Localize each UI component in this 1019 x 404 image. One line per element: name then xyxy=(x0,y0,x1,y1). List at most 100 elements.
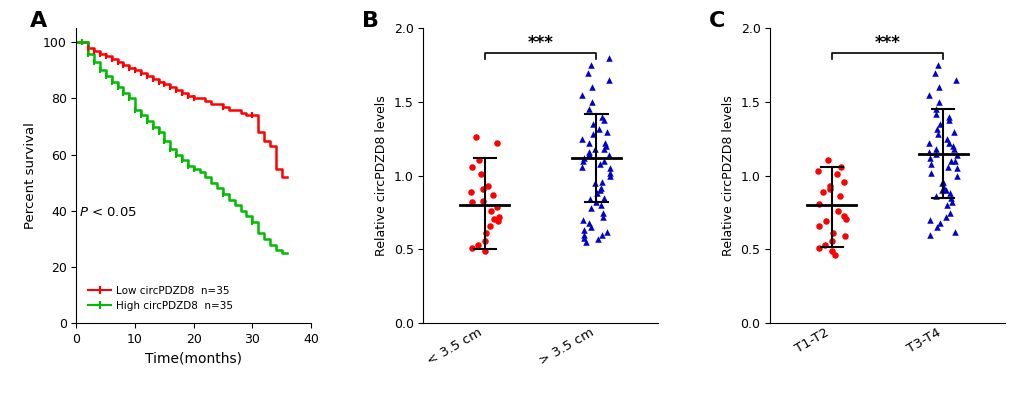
Point xyxy=(575,231,591,238)
Point xyxy=(581,106,597,113)
Point xyxy=(810,245,826,251)
Point xyxy=(821,186,838,192)
Point xyxy=(601,170,618,176)
Point xyxy=(944,199,960,206)
Point xyxy=(821,183,838,189)
Point xyxy=(823,230,840,236)
Point xyxy=(488,140,504,147)
Point xyxy=(470,156,486,163)
Point xyxy=(581,220,597,226)
Point xyxy=(937,187,954,194)
Point xyxy=(933,187,950,194)
Point xyxy=(921,161,937,167)
Point xyxy=(948,173,964,179)
Point xyxy=(468,134,484,141)
Point xyxy=(921,217,937,223)
Point xyxy=(592,184,608,191)
Point xyxy=(945,128,961,135)
Point xyxy=(926,69,943,76)
Point xyxy=(927,193,944,200)
Point xyxy=(938,136,955,142)
Point xyxy=(947,158,963,164)
Point xyxy=(580,150,596,157)
Point xyxy=(941,209,957,216)
Point xyxy=(926,150,943,157)
Point xyxy=(921,231,937,238)
Point xyxy=(944,143,960,149)
Point xyxy=(577,239,593,245)
Point xyxy=(836,179,852,185)
Point xyxy=(827,171,844,177)
Point xyxy=(930,84,947,90)
Point xyxy=(587,199,603,206)
Point xyxy=(596,158,612,164)
X-axis label: Time(months): Time(months) xyxy=(145,351,242,366)
Point xyxy=(941,140,957,147)
Point xyxy=(470,242,486,248)
Point xyxy=(938,202,955,208)
Point xyxy=(588,190,604,197)
Point xyxy=(810,200,826,207)
Y-axis label: Relative circPDZD8 levels: Relative circPDZD8 levels xyxy=(721,95,735,256)
Point xyxy=(490,214,506,220)
Point xyxy=(938,164,955,170)
Point xyxy=(814,189,830,195)
Point xyxy=(836,233,852,240)
Point xyxy=(947,229,963,235)
Legend: Low circPDZD8  n=35, High circPDZD8  n=35: Low circPDZD8 n=35, High circPDZD8 n=35 xyxy=(84,282,237,315)
Point xyxy=(591,161,607,167)
Text: ***: *** xyxy=(527,34,553,52)
Point xyxy=(819,156,836,163)
Point xyxy=(937,214,954,220)
Point xyxy=(822,248,839,254)
Point xyxy=(598,229,614,235)
Text: $\it{P}$ < 0.05: $\it{P}$ < 0.05 xyxy=(79,206,138,219)
Point xyxy=(594,209,610,216)
Point xyxy=(948,165,964,172)
Point xyxy=(930,121,947,127)
Point xyxy=(573,164,589,170)
Point xyxy=(594,214,610,220)
Point xyxy=(586,180,602,186)
Point xyxy=(593,114,609,120)
Point xyxy=(832,164,848,170)
Point xyxy=(943,195,959,201)
Point xyxy=(489,204,505,210)
Point xyxy=(945,146,961,152)
Point xyxy=(837,215,853,222)
Point xyxy=(930,220,947,226)
Point xyxy=(574,158,590,164)
Point xyxy=(929,131,946,138)
Point xyxy=(483,208,499,215)
Point xyxy=(920,155,936,161)
Point xyxy=(600,77,616,83)
Point xyxy=(591,125,607,132)
Point xyxy=(583,62,599,68)
Point xyxy=(927,146,944,152)
Point xyxy=(580,149,596,156)
Point xyxy=(933,179,950,185)
Point xyxy=(574,136,590,142)
Point xyxy=(581,196,597,202)
Point xyxy=(463,189,479,195)
Point xyxy=(595,116,611,123)
Point xyxy=(928,224,945,231)
Point xyxy=(575,227,591,234)
Point xyxy=(489,218,505,225)
Point xyxy=(574,91,590,98)
Point xyxy=(597,143,613,149)
Point xyxy=(583,205,599,211)
Point xyxy=(473,171,489,177)
Point xyxy=(929,99,946,105)
Point xyxy=(932,180,949,186)
Point xyxy=(476,238,492,244)
Point xyxy=(592,202,608,208)
Point xyxy=(484,191,500,198)
Point xyxy=(593,179,609,185)
Point xyxy=(580,69,596,76)
Text: B: B xyxy=(362,11,379,31)
Point xyxy=(929,62,946,68)
Point xyxy=(948,77,964,83)
Point xyxy=(595,146,611,152)
Point xyxy=(593,231,609,238)
